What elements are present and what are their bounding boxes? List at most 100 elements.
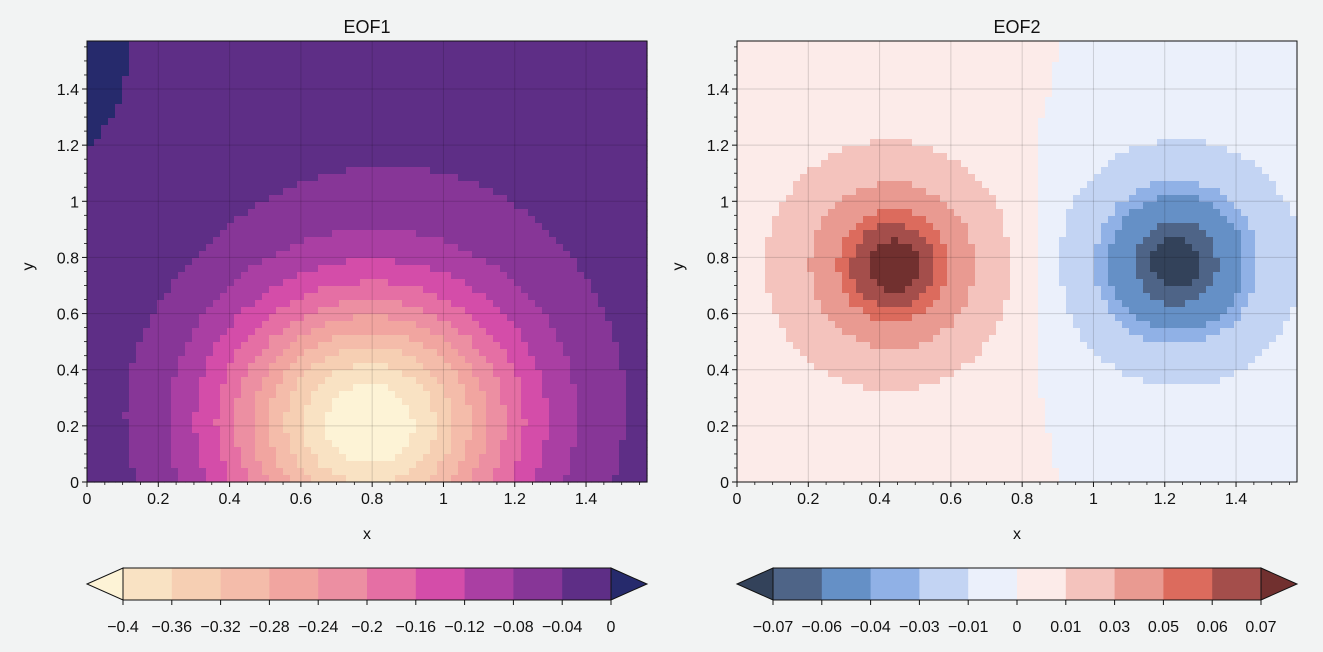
contour-cell	[479, 349, 487, 357]
contour-cell	[395, 461, 403, 469]
contour-cell	[402, 104, 410, 112]
contour-cell	[290, 55, 298, 63]
contour-cell	[409, 132, 417, 140]
contour-cell	[290, 307, 298, 315]
contour-cell	[367, 104, 375, 112]
contour-cell	[472, 356, 480, 364]
contour-cell	[206, 349, 214, 357]
contour-cell	[129, 419, 137, 427]
contour-cell	[108, 447, 116, 455]
contour-cell	[444, 258, 452, 266]
contour-cell	[115, 76, 123, 84]
contour-cell	[640, 111, 648, 119]
contour-cell	[332, 48, 340, 56]
contour-cell	[619, 153, 627, 161]
contour-cell	[500, 41, 508, 49]
contour-cell	[542, 139, 550, 147]
contour-cell	[605, 461, 613, 469]
contour-cell	[528, 83, 536, 91]
contour-cell	[465, 216, 473, 224]
contour-cell	[430, 230, 438, 238]
contour-cell	[402, 272, 410, 280]
contour-cell	[486, 174, 494, 182]
contour-cell	[626, 370, 634, 378]
contour-cell	[619, 251, 627, 259]
contour-cell	[570, 167, 578, 175]
contour-cell	[94, 230, 102, 238]
contour-cell	[325, 83, 333, 91]
contour-cell	[465, 426, 473, 434]
contour-cell	[136, 412, 144, 420]
contour-cell	[507, 237, 515, 245]
contour-cell	[199, 405, 207, 413]
contour-cell	[157, 384, 165, 392]
contour-cell	[115, 468, 123, 476]
contour-cell	[563, 461, 571, 469]
contour-cell	[626, 55, 634, 63]
contour-cell	[374, 69, 382, 77]
contour-cell	[360, 90, 368, 98]
contour-cell	[339, 447, 347, 455]
contour-cell	[619, 90, 627, 98]
contour-cell	[129, 55, 137, 63]
contour-cell	[171, 69, 179, 77]
contour-cell	[255, 160, 263, 168]
contour-cell	[192, 132, 200, 140]
contour-cell	[304, 468, 312, 476]
contour-cell	[584, 160, 592, 168]
contour-cell	[339, 132, 347, 140]
contour-cell	[633, 41, 641, 49]
contour-cell	[234, 314, 242, 322]
contour-cell	[598, 286, 606, 294]
contour-cell	[465, 223, 473, 231]
contour-cell	[255, 398, 263, 406]
contour-cell	[549, 62, 557, 70]
contour-cell	[626, 426, 634, 434]
contour-cell	[388, 244, 396, 252]
contour-cell	[598, 377, 606, 385]
contour-cell	[129, 230, 137, 238]
contour-cell	[262, 223, 270, 231]
contour-cell	[486, 90, 494, 98]
contour-cell	[507, 377, 515, 385]
contour-cell	[164, 321, 172, 329]
contour-cell	[164, 377, 172, 385]
contour-cell	[423, 447, 431, 455]
contour-cell	[507, 391, 515, 399]
contour-cell	[255, 230, 263, 238]
contour-cell	[234, 398, 242, 406]
contour-cell	[528, 433, 536, 441]
contour-cell	[451, 279, 459, 287]
contour-cell	[388, 440, 396, 448]
contour-cell	[507, 321, 515, 329]
contour-cell	[262, 97, 270, 105]
contour-cell	[430, 97, 438, 105]
contour-cell	[556, 433, 564, 441]
contour-cell	[304, 83, 312, 91]
contour-cell	[206, 321, 214, 329]
contour-cell	[402, 139, 410, 147]
contour-cell	[255, 475, 263, 483]
contour-cell	[430, 272, 438, 280]
contour-cell	[577, 447, 585, 455]
contour-cell	[262, 265, 270, 273]
contour-cell	[332, 251, 340, 259]
contour-cell	[549, 307, 557, 315]
contour-cell	[381, 307, 389, 315]
contour-cell	[591, 237, 599, 245]
contour-cell	[458, 146, 466, 154]
contour-cell	[626, 398, 634, 406]
contour-cell	[283, 90, 291, 98]
contour-cell	[591, 146, 599, 154]
contour-cell	[591, 377, 599, 385]
contour-cell	[402, 55, 410, 63]
contour-cell	[248, 314, 256, 322]
contour-cell	[395, 475, 403, 483]
contour-cell	[227, 139, 235, 147]
contour-cell	[143, 342, 151, 350]
contour-cell	[549, 209, 557, 217]
contour-cell	[199, 202, 207, 210]
contour-cell	[269, 398, 277, 406]
contour-cell	[276, 370, 284, 378]
contour-cell	[535, 356, 543, 364]
